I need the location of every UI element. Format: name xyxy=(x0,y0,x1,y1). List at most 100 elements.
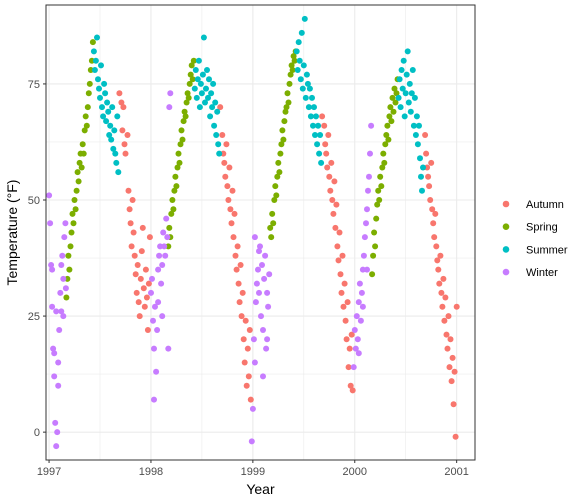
data-point xyxy=(371,229,378,236)
data-point xyxy=(336,229,343,236)
data-point xyxy=(76,159,83,166)
data-point xyxy=(353,313,360,320)
data-point xyxy=(290,53,297,60)
data-point xyxy=(284,90,291,97)
legend-label: Autumn xyxy=(526,199,564,211)
data-point xyxy=(405,99,412,106)
legend-key xyxy=(502,246,510,253)
data-point xyxy=(348,331,355,338)
data-point xyxy=(215,141,222,148)
data-point xyxy=(49,266,56,273)
x-tick-label: 2001 xyxy=(444,466,468,478)
data-point xyxy=(60,313,67,320)
data-point xyxy=(360,252,367,259)
data-point xyxy=(437,252,444,259)
data-point xyxy=(142,266,149,273)
data-point xyxy=(350,364,357,371)
data-point xyxy=(252,299,259,306)
data-point xyxy=(83,122,90,129)
data-point xyxy=(223,141,230,148)
data-point xyxy=(374,201,381,208)
data-point xyxy=(324,164,331,171)
data-point xyxy=(364,206,370,213)
data-point xyxy=(193,94,200,101)
data-point xyxy=(159,262,166,268)
data-point xyxy=(305,104,312,111)
data-point xyxy=(172,173,179,180)
data-point xyxy=(381,159,388,166)
data-point xyxy=(224,183,231,190)
data-point xyxy=(109,104,116,111)
data-point xyxy=(192,67,199,73)
series-autumn xyxy=(116,90,460,440)
data-point xyxy=(242,317,249,324)
legend-key xyxy=(502,223,510,230)
data-point xyxy=(400,57,407,64)
data-point xyxy=(166,224,173,231)
data-point xyxy=(187,71,194,78)
y-axis-title: Temperature (°F) xyxy=(4,180,20,286)
data-point xyxy=(264,336,271,343)
data-point xyxy=(345,364,352,371)
data-point xyxy=(200,34,207,41)
data-point xyxy=(249,405,256,412)
data-point xyxy=(214,108,221,115)
data-point xyxy=(54,429,61,436)
data-point xyxy=(216,150,223,157)
data-point xyxy=(294,67,301,73)
data-point xyxy=(311,104,317,111)
data-point xyxy=(453,303,460,310)
data-point xyxy=(90,48,97,55)
data-point xyxy=(366,173,372,180)
data-point xyxy=(241,359,248,366)
data-point xyxy=(227,206,234,213)
data-point xyxy=(212,99,219,106)
data-point xyxy=(86,80,93,87)
data-point xyxy=(156,252,163,259)
data-point xyxy=(183,99,190,106)
legend-label: Spring xyxy=(526,222,558,234)
data-point xyxy=(416,122,422,129)
data-point xyxy=(451,368,458,375)
data-point xyxy=(410,122,417,129)
data-point xyxy=(372,243,379,250)
data-point xyxy=(359,266,366,273)
data-point xyxy=(152,303,158,310)
data-point xyxy=(286,80,293,87)
data-point xyxy=(432,210,439,217)
data-point xyxy=(203,85,209,92)
data-point xyxy=(205,94,211,101)
data-point xyxy=(344,299,351,306)
data-point xyxy=(257,243,263,250)
data-point xyxy=(244,345,251,352)
data-point xyxy=(209,104,216,111)
data-point xyxy=(85,90,92,97)
series-spring xyxy=(63,39,401,301)
data-point xyxy=(135,299,142,306)
data-point xyxy=(250,336,257,343)
data-point xyxy=(430,220,437,227)
data-point xyxy=(396,76,403,83)
data-point xyxy=(112,150,119,157)
data-point xyxy=(265,303,272,310)
legend-item-summer: Summer xyxy=(502,244,568,256)
data-point xyxy=(273,192,280,199)
data-point xyxy=(149,275,155,282)
data-point xyxy=(225,197,232,203)
data-point xyxy=(114,113,121,120)
legend-key xyxy=(502,268,510,276)
data-point xyxy=(79,141,86,148)
data-point xyxy=(299,85,306,92)
data-point xyxy=(261,275,268,282)
y-tick-label: 75 xyxy=(28,79,40,91)
data-point xyxy=(426,183,433,190)
data-point xyxy=(179,136,186,143)
data-point xyxy=(234,243,241,250)
data-point xyxy=(151,396,157,403)
data-point xyxy=(398,67,405,73)
data-point xyxy=(174,164,181,171)
data-point xyxy=(304,80,311,87)
data-point xyxy=(165,345,172,352)
data-point xyxy=(315,122,322,129)
data-point xyxy=(53,308,60,315)
